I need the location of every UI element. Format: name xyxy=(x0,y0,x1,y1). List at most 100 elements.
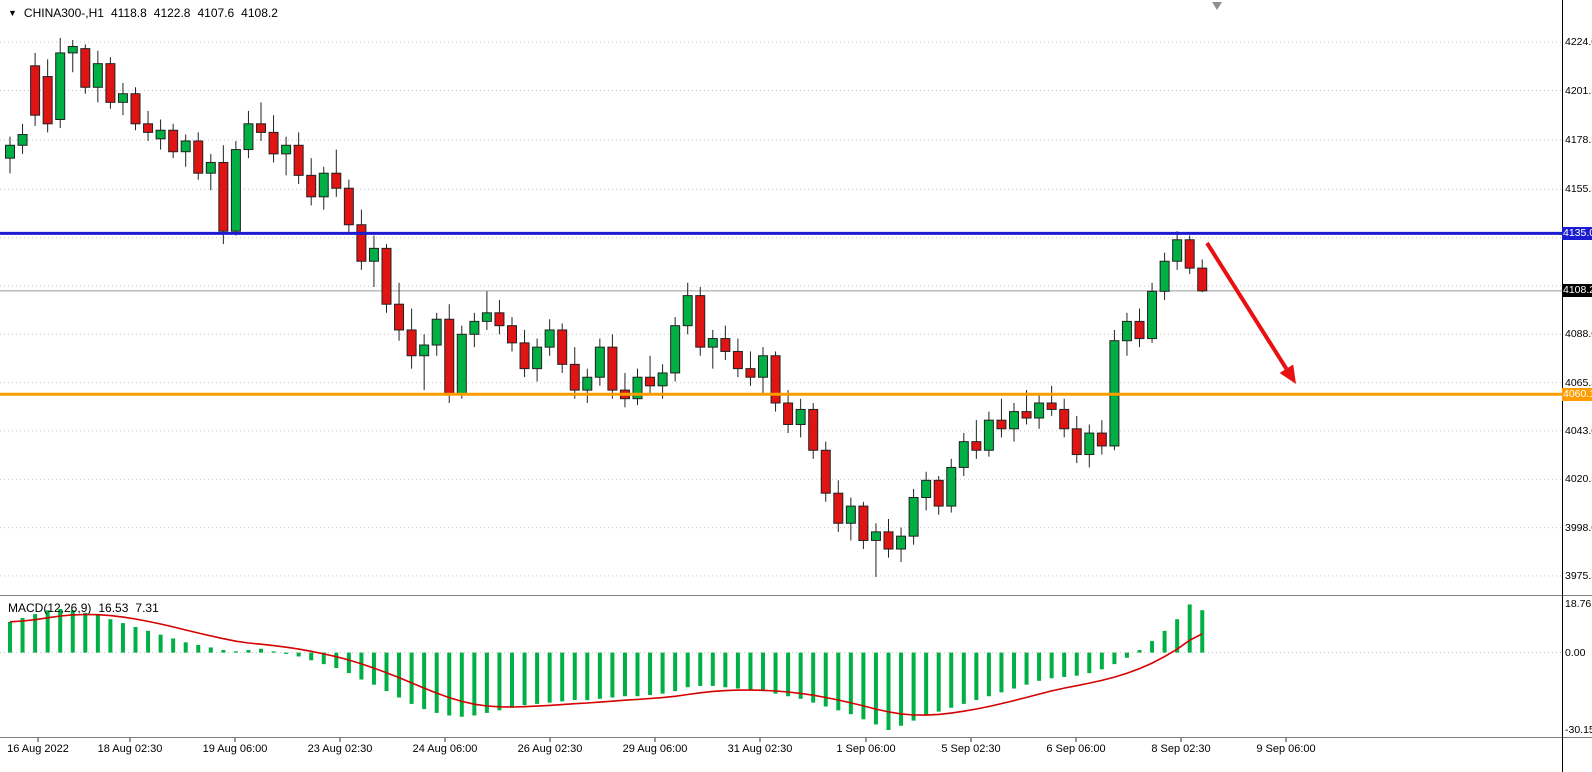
macd-histogram-bar xyxy=(284,652,289,654)
macd-histogram-bar xyxy=(786,652,791,697)
candle-down xyxy=(331,172,342,189)
candle-down xyxy=(745,368,756,378)
macd-histogram-bar xyxy=(748,652,753,690)
macd-histogram-bar xyxy=(949,652,954,708)
candle-up xyxy=(469,320,480,335)
candle-up xyxy=(1034,402,1045,419)
shift-marker[interactable] xyxy=(1212,2,1222,10)
candle-up xyxy=(896,535,907,550)
candle-down xyxy=(1134,320,1145,340)
candle-up xyxy=(682,295,693,327)
candle-up xyxy=(1147,290,1158,340)
candle-down xyxy=(1197,267,1208,292)
candle-up xyxy=(368,247,379,262)
candle-up xyxy=(594,346,605,378)
candle-up xyxy=(481,312,492,322)
candle-down xyxy=(557,329,568,365)
macd-histogram-bar xyxy=(899,652,904,726)
macd-histogram-bar xyxy=(1112,652,1117,665)
macd-histogram-bar xyxy=(1099,652,1104,670)
candle-up xyxy=(456,333,467,395)
candle-up xyxy=(55,52,66,120)
time-axis[interactable]: 16 Aug 2022 18 Aug 02:30 19 Aug 06:00 23 Au… xyxy=(0,741,1562,771)
candle-up xyxy=(243,123,254,151)
candle-up xyxy=(958,441,969,468)
candle-down xyxy=(268,131,279,155)
macd-histogram-bar xyxy=(434,652,439,713)
macd-histogram-bar xyxy=(259,648,263,653)
candle-up xyxy=(946,466,957,507)
candle-up xyxy=(155,129,166,140)
macd-histogram-bar xyxy=(346,652,351,674)
candle-down xyxy=(858,505,869,541)
macd-histogram-bar xyxy=(836,652,841,711)
macd-histogram-bar xyxy=(1024,652,1029,685)
candle-up xyxy=(318,172,329,198)
macd-histogram-bar xyxy=(309,652,314,661)
time-label: 31 Aug 02:30 xyxy=(727,743,793,755)
candle-up xyxy=(632,376,643,400)
macd-histogram-bar xyxy=(1200,610,1205,653)
price-label: 4201.5 xyxy=(1565,84,1592,97)
candle-down xyxy=(42,76,53,125)
macd-histogram-bar xyxy=(359,652,364,680)
macd-histogram-bar xyxy=(761,652,765,692)
trend-arrow[interactable] xyxy=(1205,241,1289,370)
macd-histogram-bar xyxy=(723,652,728,688)
macd-histogram-bar xyxy=(133,626,138,653)
time-label: 24 Aug 06:00 xyxy=(412,743,478,755)
price-label: 4088.0 xyxy=(1565,328,1592,341)
macd-histogram-bar xyxy=(1074,652,1079,676)
candle-up xyxy=(657,372,668,387)
candle-down xyxy=(356,224,367,262)
time-label: 23 Aug 02:30 xyxy=(307,743,373,755)
trend-arrow-head[interactable] xyxy=(1279,364,1296,385)
price-label: 3998.0 xyxy=(1565,521,1592,534)
time-label: 16 Aug 2022 xyxy=(7,743,69,755)
candle-up xyxy=(117,93,128,103)
candle-down xyxy=(293,144,304,176)
candle-down xyxy=(143,123,154,133)
macd-histogram-bar xyxy=(1087,652,1092,674)
symbol-dropdown-icon[interactable]: ▼ xyxy=(8,7,17,18)
candle-up xyxy=(870,531,881,541)
macd-histogram-bar xyxy=(1137,650,1142,653)
macd-histogram-bar xyxy=(484,652,489,713)
candle-down xyxy=(720,338,731,352)
candle-up xyxy=(1009,411,1019,430)
macd-histogram-bar xyxy=(936,652,941,712)
candle-down xyxy=(783,402,794,425)
macd-histogram-bar xyxy=(171,638,176,653)
macd-histogram-bar xyxy=(961,652,966,704)
macd-histogram-bar xyxy=(547,652,552,703)
price-axis[interactable]: 4224.0 4201.5 4178.5 4155.5 4088.0 4065.5 4043… xyxy=(1562,0,1592,772)
candle-down xyxy=(494,312,505,327)
macd-histogram-bar xyxy=(45,610,50,653)
candle-up xyxy=(758,355,768,378)
macd-histogram-bar xyxy=(622,652,627,697)
macd-name: MACD(12,26,9) xyxy=(8,601,92,615)
macd-histogram-bar xyxy=(120,623,125,653)
candle-down xyxy=(256,123,266,133)
ohlc-high: 4122.8 xyxy=(153,6,191,20)
macd-histogram-bar xyxy=(1124,652,1129,658)
macd-histogram-bar xyxy=(246,650,251,653)
macd-histogram-bar xyxy=(861,652,866,720)
time-label: 8 Sep 02:30 xyxy=(1151,743,1211,755)
macd-histogram-bar xyxy=(823,652,828,707)
candle-up xyxy=(92,63,103,88)
macd-histogram-bar xyxy=(1162,630,1167,653)
macd-histogram-bar xyxy=(208,647,213,653)
candle-down xyxy=(218,161,229,232)
macd-histogram-bar xyxy=(510,652,514,708)
price-label: 4155.5 xyxy=(1565,183,1592,196)
macd-histogram-bar xyxy=(648,652,653,695)
candle-down xyxy=(406,329,417,357)
candle-down xyxy=(105,63,116,103)
candle-up xyxy=(1159,260,1170,292)
macd-histogram-bar xyxy=(685,652,690,688)
macd-histogram-bar xyxy=(1049,652,1054,679)
candle-up xyxy=(1172,239,1183,262)
